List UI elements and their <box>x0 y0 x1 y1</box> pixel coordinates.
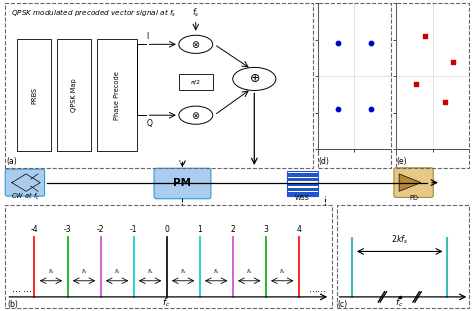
Polygon shape <box>399 174 421 191</box>
Text: -4: -4 <box>31 225 38 234</box>
Point <box>449 59 456 64</box>
Text: QPSK modulated precoded vector signal at $f_s$: QPSK modulated precoded vector signal at… <box>11 8 176 19</box>
Text: (a): (a) <box>6 157 17 166</box>
Text: 0: 0 <box>164 225 169 234</box>
Text: 4: 4 <box>296 225 301 234</box>
Point <box>421 34 429 39</box>
Text: PM: PM <box>173 179 191 188</box>
Bar <box>57 39 91 151</box>
Text: -3: -3 <box>64 225 71 234</box>
Bar <box>179 74 213 91</box>
Bar <box>287 183 318 186</box>
Text: 3: 3 <box>263 225 268 234</box>
Text: $\oplus$: $\oplus$ <box>249 72 260 86</box>
Text: I: I <box>146 32 149 40</box>
Text: (e): (e) <box>397 157 407 166</box>
Bar <box>287 192 318 196</box>
Text: 2: 2 <box>230 225 235 234</box>
Text: $f_c$: $f_c$ <box>162 297 171 309</box>
Point <box>334 107 342 112</box>
Text: $f_s$: $f_s$ <box>147 267 153 276</box>
Text: PRBS: PRBS <box>31 87 37 104</box>
Text: $f_s$: $f_s$ <box>213 267 219 276</box>
Text: $f_s$: $f_s$ <box>246 267 252 276</box>
Point <box>367 107 374 112</box>
Text: 1: 1 <box>197 225 202 234</box>
Text: ...: ... <box>23 285 32 295</box>
Text: $2kf_s$: $2kf_s$ <box>391 233 409 246</box>
Text: QPSK Map: QPSK Map <box>71 79 77 112</box>
Text: -2: -2 <box>97 225 104 234</box>
FancyBboxPatch shape <box>5 169 45 196</box>
Text: (c): (c) <box>337 300 347 309</box>
FancyBboxPatch shape <box>394 168 433 197</box>
Point <box>367 41 374 46</box>
Text: $\otimes$: $\otimes$ <box>191 39 201 50</box>
Text: ...: ... <box>309 285 318 295</box>
Text: $f_c$: $f_c$ <box>395 297 404 309</box>
Bar <box>287 188 318 191</box>
Bar <box>17 39 51 151</box>
Text: Q: Q <box>146 119 152 128</box>
Bar <box>287 171 318 196</box>
Text: WSS: WSS <box>295 195 310 201</box>
Text: CW at $f_c$: CW at $f_c$ <box>11 191 39 202</box>
Bar <box>287 178 318 181</box>
Text: (d): (d) <box>319 157 329 166</box>
Point <box>442 99 449 104</box>
Text: Phase Precode: Phase Precode <box>114 71 120 120</box>
Text: -1: -1 <box>130 225 137 234</box>
Bar <box>287 173 318 177</box>
Text: $\pi/2$: $\pi/2$ <box>190 78 201 86</box>
Text: ...: ... <box>12 285 21 295</box>
Text: $f_s$: $f_s$ <box>81 267 87 276</box>
Text: PD: PD <box>410 195 418 201</box>
Text: $f_s$: $f_s$ <box>180 267 186 276</box>
Point <box>334 41 342 46</box>
Circle shape <box>233 67 276 91</box>
Text: $f_s$: $f_s$ <box>114 267 120 276</box>
Text: $f_s$: $f_s$ <box>48 267 54 276</box>
Text: $f_s$: $f_s$ <box>192 7 200 19</box>
Text: ...: ... <box>318 285 327 295</box>
Point <box>412 81 420 86</box>
Text: (b): (b) <box>8 300 18 309</box>
Text: $f_s$: $f_s$ <box>279 267 285 276</box>
Circle shape <box>179 106 213 124</box>
Circle shape <box>179 35 213 53</box>
Bar <box>97 39 137 151</box>
FancyBboxPatch shape <box>154 168 211 199</box>
Text: $\otimes$: $\otimes$ <box>191 110 201 121</box>
